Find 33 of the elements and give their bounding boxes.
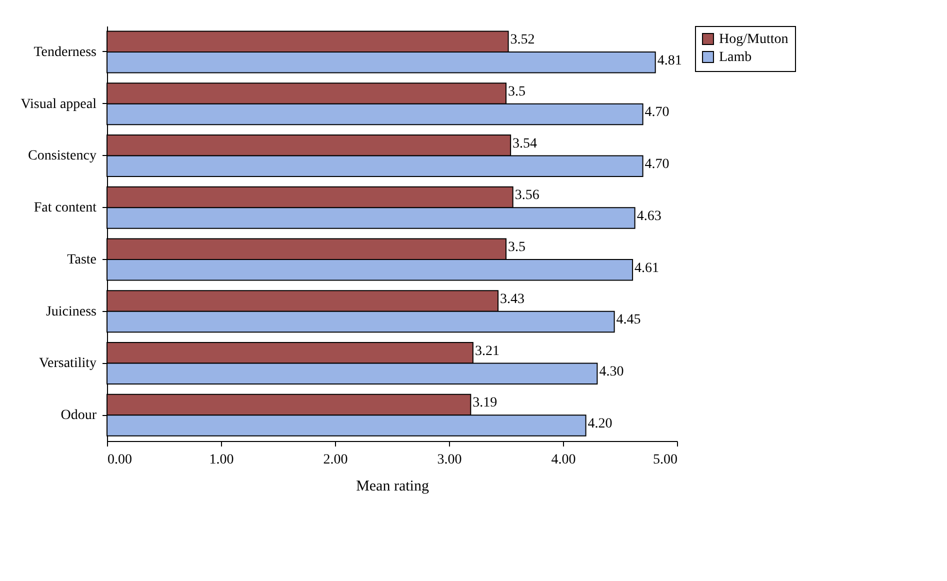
y-tick-label: Fat content	[34, 200, 97, 216]
data-label: 3.54	[512, 136, 538, 152]
x-tick-label: 4.00	[551, 452, 576, 468]
data-label: 3.5	[508, 240, 526, 256]
y-tick-label: Odour	[60, 408, 97, 424]
x-tick-label: 0.00	[108, 452, 132, 468]
data-label: 4.30	[599, 364, 624, 380]
y-tick-label: Versatility	[38, 356, 96, 372]
data-label: 3.56	[514, 188, 540, 204]
data-label: 3.43	[500, 292, 525, 307]
data-label: 3.19	[472, 396, 498, 411]
y-tick-label: Visual appeal	[20, 96, 97, 112]
y-tick-label: Consistency	[28, 148, 96, 164]
x-tick-label: 2.00	[323, 452, 348, 468]
y-tick-label: Tenderness	[34, 44, 96, 60]
data-label: 4.20	[588, 416, 612, 432]
data-label: 4.61	[634, 260, 660, 276]
data-label: 4.81	[657, 53, 682, 68]
x-tick-label: 5.00	[653, 452, 678, 468]
legend-label: Hog/Mutton	[719, 32, 788, 47]
data-label: 4.70	[644, 157, 670, 172]
data-label: 3.52	[510, 32, 535, 48]
data-label: 4.70	[644, 105, 670, 120]
x-tick-label: 3.00	[437, 452, 462, 468]
x-tick-label: 1.00	[209, 452, 234, 468]
data-label: 4.63	[636, 208, 662, 224]
y-tick-label: Juiciness	[46, 304, 96, 320]
y-tick-label: Taste	[67, 252, 96, 268]
x-axis-title: Mean rating	[356, 478, 430, 494]
legend-label: Lamb	[719, 50, 752, 65]
data-label: 3.21	[474, 344, 500, 359]
data-label: 4.45	[616, 312, 641, 328]
data-label: 3.5	[508, 84, 526, 100]
